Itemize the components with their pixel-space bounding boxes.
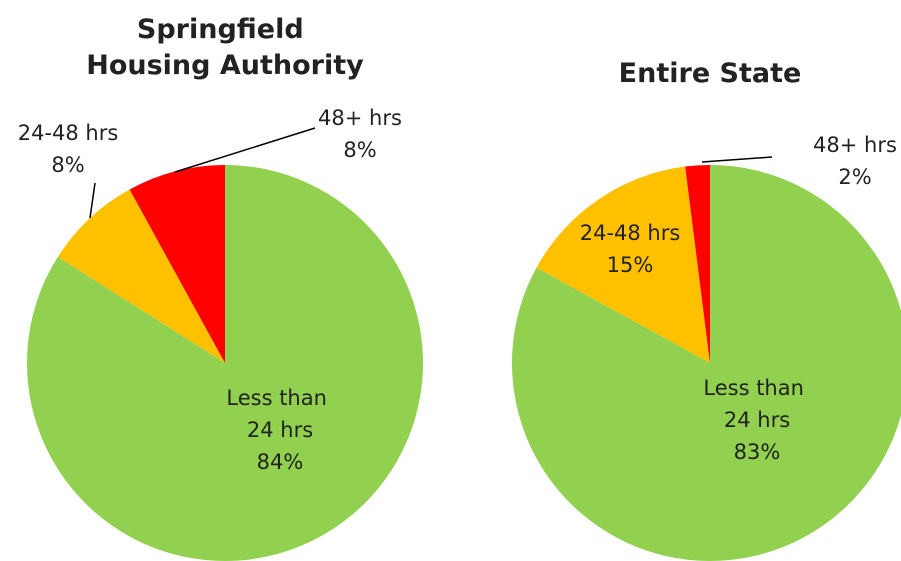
slice-label: 24-48 hrs <box>18 121 119 145</box>
leader-line <box>174 127 316 173</box>
value-label: 15% <box>607 253 654 277</box>
chart-title: Entire State <box>619 58 802 89</box>
chart-title: Springfield Housing Authority <box>86 14 364 81</box>
slice-label: 24-48 hrs <box>580 221 681 245</box>
value-label: 84% <box>257 450 304 474</box>
slice-label: Less than 24 hrs <box>226 386 333 442</box>
slice-label: Less than 24 hrs <box>703 376 810 432</box>
slice-label: 48+ hrs <box>813 133 897 157</box>
pie-slice <box>57 189 225 363</box>
leader-line <box>89 182 96 219</box>
value-label: 8% <box>51 153 84 177</box>
value-label: 8% <box>343 138 376 162</box>
pie-slice <box>536 166 710 363</box>
leader-line <box>701 156 773 163</box>
slice-label: 48+ hrs <box>318 106 402 130</box>
value-label: 2% <box>838 165 871 189</box>
value-label: 83% <box>734 440 781 464</box>
pie-slice <box>26 165 423 561</box>
pie-slice <box>129 165 225 363</box>
pie-slice <box>685 165 710 363</box>
pie-slice <box>512 165 901 561</box>
